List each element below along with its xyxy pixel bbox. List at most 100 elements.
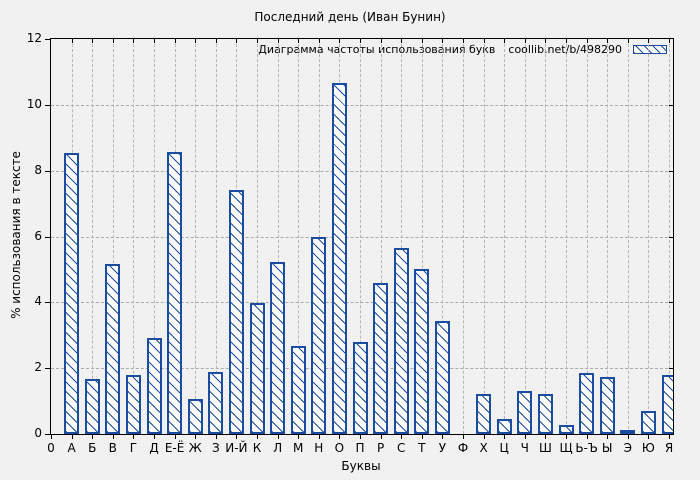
x-tick-top	[483, 39, 485, 43]
x-tick	[463, 435, 464, 439]
x-gridline	[463, 39, 464, 434]
bar-Э	[620, 429, 636, 434]
x-tick-top	[133, 39, 135, 43]
bar-Щ	[558, 425, 574, 434]
y-tick	[45, 368, 50, 370]
x-tick-label: С	[396, 441, 406, 455]
x-tick-top	[92, 39, 94, 43]
x-tick	[380, 435, 382, 439]
legend-key-swatch	[633, 45, 667, 54]
x-tick	[421, 435, 423, 439]
legend: Диаграмма частоты использования букв coo…	[258, 43, 667, 56]
bar-П	[352, 342, 368, 434]
x-tick-label: Щ	[559, 441, 573, 455]
bar-Я	[661, 375, 673, 434]
x-tick	[545, 435, 547, 439]
bar-У	[434, 321, 450, 434]
bar-Е-Ё	[167, 151, 183, 434]
y-gridline	[51, 170, 673, 172]
y-tick	[45, 170, 50, 172]
x-tick-label: К	[252, 441, 262, 455]
x-tick-label: Ю	[641, 441, 655, 455]
bar-З	[208, 372, 224, 434]
bar-Р	[373, 282, 389, 434]
x-gridline	[483, 39, 485, 434]
y-tick-right	[669, 104, 673, 106]
x-gridline	[154, 39, 155, 434]
x-tick-label: О	[334, 441, 345, 455]
y-gridline	[51, 236, 673, 238]
x-tick	[112, 435, 114, 439]
x-gridline	[92, 39, 94, 434]
x-tick-label: И-Й	[225, 441, 248, 455]
bar-Ы	[599, 376, 615, 434]
x-tick-label: Ж	[188, 441, 202, 455]
x-tick-top	[112, 39, 114, 43]
x-tick	[648, 435, 650, 439]
x-tick-top	[586, 39, 588, 43]
x-gridline	[360, 39, 361, 434]
x-gridline	[545, 39, 547, 434]
x-tick-label: М	[293, 441, 304, 455]
x-tick-top	[236, 39, 238, 43]
y-tick-right	[669, 368, 673, 370]
x-tick-label: Г	[129, 441, 138, 455]
x-tick-label: Е-Ё	[164, 441, 185, 455]
bar-Ц	[496, 419, 512, 434]
x-tick	[195, 435, 197, 439]
x-tick-label: Ь-Ъ	[575, 441, 598, 455]
x-tick-top	[154, 39, 155, 43]
x-tick-label: У	[438, 441, 447, 455]
x-gridline	[112, 39, 114, 434]
bar-Г	[125, 375, 141, 434]
bar-К	[249, 302, 265, 434]
bar-Ч	[517, 390, 533, 434]
x-tick-label: А	[67, 441, 76, 455]
bar-Ю	[640, 410, 656, 434]
x-gridline	[421, 39, 423, 434]
x-tick-label: З	[211, 441, 220, 455]
x-tick-top	[504, 39, 506, 43]
x-tick-top	[607, 39, 609, 43]
x-tick	[154, 435, 155, 439]
bar-Н	[311, 237, 327, 434]
x-tick-label: Э	[623, 441, 632, 455]
x-tick-label: Р	[376, 441, 385, 455]
bar-Т	[414, 268, 430, 434]
legend-source: coollib.net/b/498290	[508, 43, 622, 56]
x-tick-top	[215, 39, 217, 43]
x-tick-label: Б	[88, 441, 97, 455]
x-tick-label: Ц	[499, 441, 509, 455]
x-tick-top	[360, 39, 361, 43]
x-tick	[607, 435, 609, 439]
y-tick	[45, 236, 50, 238]
x-gridline	[257, 39, 258, 434]
y-tick-right	[669, 302, 673, 304]
x-tick-label: Ф	[457, 441, 469, 455]
x-tick-top	[174, 39, 176, 43]
x-gridline	[380, 39, 382, 434]
x-tick-top	[380, 39, 382, 43]
x-gridline	[277, 39, 279, 434]
x-tick	[339, 435, 341, 439]
x-gridline	[524, 39, 526, 434]
x-tick	[360, 435, 361, 439]
x-tick-top	[566, 39, 567, 43]
x-tick-top	[195, 39, 197, 43]
x-tick-top	[277, 39, 279, 43]
y-tick-right	[669, 170, 673, 172]
y-tick	[45, 39, 50, 40]
y-tick	[45, 434, 50, 435]
y-tick-label: 10	[26, 96, 42, 111]
bar-Х	[476, 394, 492, 434]
x-gridline	[627, 39, 629, 434]
x-tick-top	[669, 39, 670, 43]
x-gridline	[298, 39, 300, 434]
bar-М	[290, 346, 306, 434]
x-tick-label: П	[355, 441, 365, 455]
x-tick	[71, 435, 73, 439]
x-tick-label: Н	[314, 441, 324, 455]
bar-И-Й	[228, 190, 244, 434]
x-gridline	[586, 39, 588, 434]
